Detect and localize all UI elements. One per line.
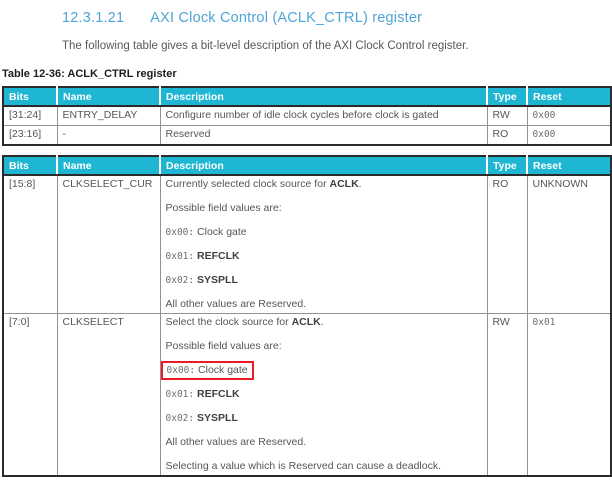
header-row: Bits Name Description Type Reset [3,87,611,107]
column-header-type: Type [487,87,528,107]
hex-value: 0x00: [165,227,195,238]
hex-value: 0x01: [165,251,195,262]
reset-cell: UNKNOWN [526,174,612,314]
type-cell: RW [486,105,528,126]
description-line: All other values are Reserved. [166,436,482,449]
description-line: Selecting a value which is Reserved can … [166,460,482,473]
description-line: 0x01: REFCLK [166,388,482,401]
table-row: [23:16] - Reserved RO 0x00 [2,125,612,146]
table-row: [15:8] CLKSELECT_CUR Currently selected cl… [2,174,612,314]
description-line: 0x02: SYSPLL [166,412,482,425]
column-header-bits: Bits [3,87,58,107]
table-row: [31:24] ENTRY_DELAY Configure number of id… [2,105,612,126]
text-segment: Currently selected clock source for [165,178,330,190]
hex-value: 0x01: [165,389,195,400]
reset-cell: 0x00 [526,105,612,126]
reset-value: 0x00 [532,129,556,140]
hex-value: 0x00: [166,365,196,376]
column-header-description: Description [160,87,488,107]
column-header-name: Name [57,87,161,107]
aclk-ctrl-table-lower: Bits Name Description Type Reset [15:8] CLKSE… [2,155,612,477]
text-segment: . [320,316,324,328]
section-number: 12.3.1.21 [62,10,125,26]
description-line: Possible field values are: [166,340,482,353]
field-name: SYSPLL [197,274,238,286]
text-segment: . [358,178,362,190]
text-segment: Select the clock source for [165,316,292,328]
text-segment: Possible field values are: [165,340,282,352]
type-cell: RO [486,174,528,314]
description-line: Currently selected clock source for ACLK… [166,178,482,191]
text-segment: Selecting a value which is Reserved can … [165,460,442,472]
column-header-description: Description [160,156,488,176]
description-line: 0x01: REFCLK [166,250,482,263]
column-header-bits: Bits [3,156,58,176]
table-row: [7:0] CLKSELECT Select the clock source fo… [2,313,612,477]
column-header-reset: Reset [527,156,611,176]
text-segment: Clock gate [195,364,248,376]
table-caption: Table 12-36: ACLK_CTRL register [2,68,177,80]
reset-value: UNKNOWN [532,178,588,190]
name-cell: CLKSELECT_CUR [56,174,161,314]
description-cell: Currently selected clock source for ACLK… [159,174,488,314]
section-title: AXI Clock Control (ACLK_CTRL) register [150,10,423,26]
description-line: Select the clock source for ACLK. [166,316,482,329]
field-name: ACLK [329,178,359,190]
description-line: 0x02: SYSPLL [166,274,482,287]
intro-paragraph: The following table gives a bit-level de… [62,40,469,52]
description-line: Possible field values are: [166,202,482,215]
text-segment: All other values are Reserved. [165,436,307,448]
hex-value: 0x02: [165,275,195,286]
description-cell: Configure number of idle clock cycles be… [159,105,488,126]
column-header-type: Type [487,156,528,176]
name-cell: CLKSELECT [56,313,161,477]
description-cell: Reserved [159,125,488,146]
section-heading: 12.3.1.21 AXI Clock Control (ACLK_CTRL) … [62,10,612,26]
reset-value: 0x00 [532,110,556,121]
description-line: 0x00: Clock gate [166,226,482,239]
column-header-name: Name [57,156,161,176]
reset-value: 0x01 [532,317,556,328]
field-name: SYSPLL [197,412,238,424]
bits-cell: [31:24] [2,105,58,126]
reset-cell: 0x00 [526,125,612,146]
bits-cell: [7:0] [2,313,58,477]
column-header-reset: Reset [527,87,611,107]
bits-cell: [23:16] [2,125,58,146]
description-line: All other values are Reserved. [166,298,482,311]
description-line: 0x00: Clock gate [160,361,482,380]
header-row: Bits Name Description Type Reset [3,156,611,176]
text-segment: Clock gate [194,226,247,238]
reset-cell: 0x01 [526,313,612,477]
field-name: ACLK [291,316,321,328]
type-cell: RW [486,313,528,477]
type-cell: RO [486,125,528,146]
hex-value: 0x02: [165,413,195,424]
name-cell: - [56,125,161,146]
field-name: REFCLK [197,250,240,262]
text-segment: All other values are Reserved. [165,298,307,310]
bits-cell: [15:8] [2,174,58,314]
description-cell: Select the clock source for ACLK. Possibl… [159,313,488,477]
text-segment: Possible field values are: [165,202,282,214]
aclk-ctrl-table-upper: Bits Name Description Type Reset [31:24] ENTR… [2,86,612,146]
highlight-box: 0x00: Clock gate [160,361,254,380]
field-name: REFCLK [197,388,240,400]
name-cell: ENTRY_DELAY [56,105,161,126]
